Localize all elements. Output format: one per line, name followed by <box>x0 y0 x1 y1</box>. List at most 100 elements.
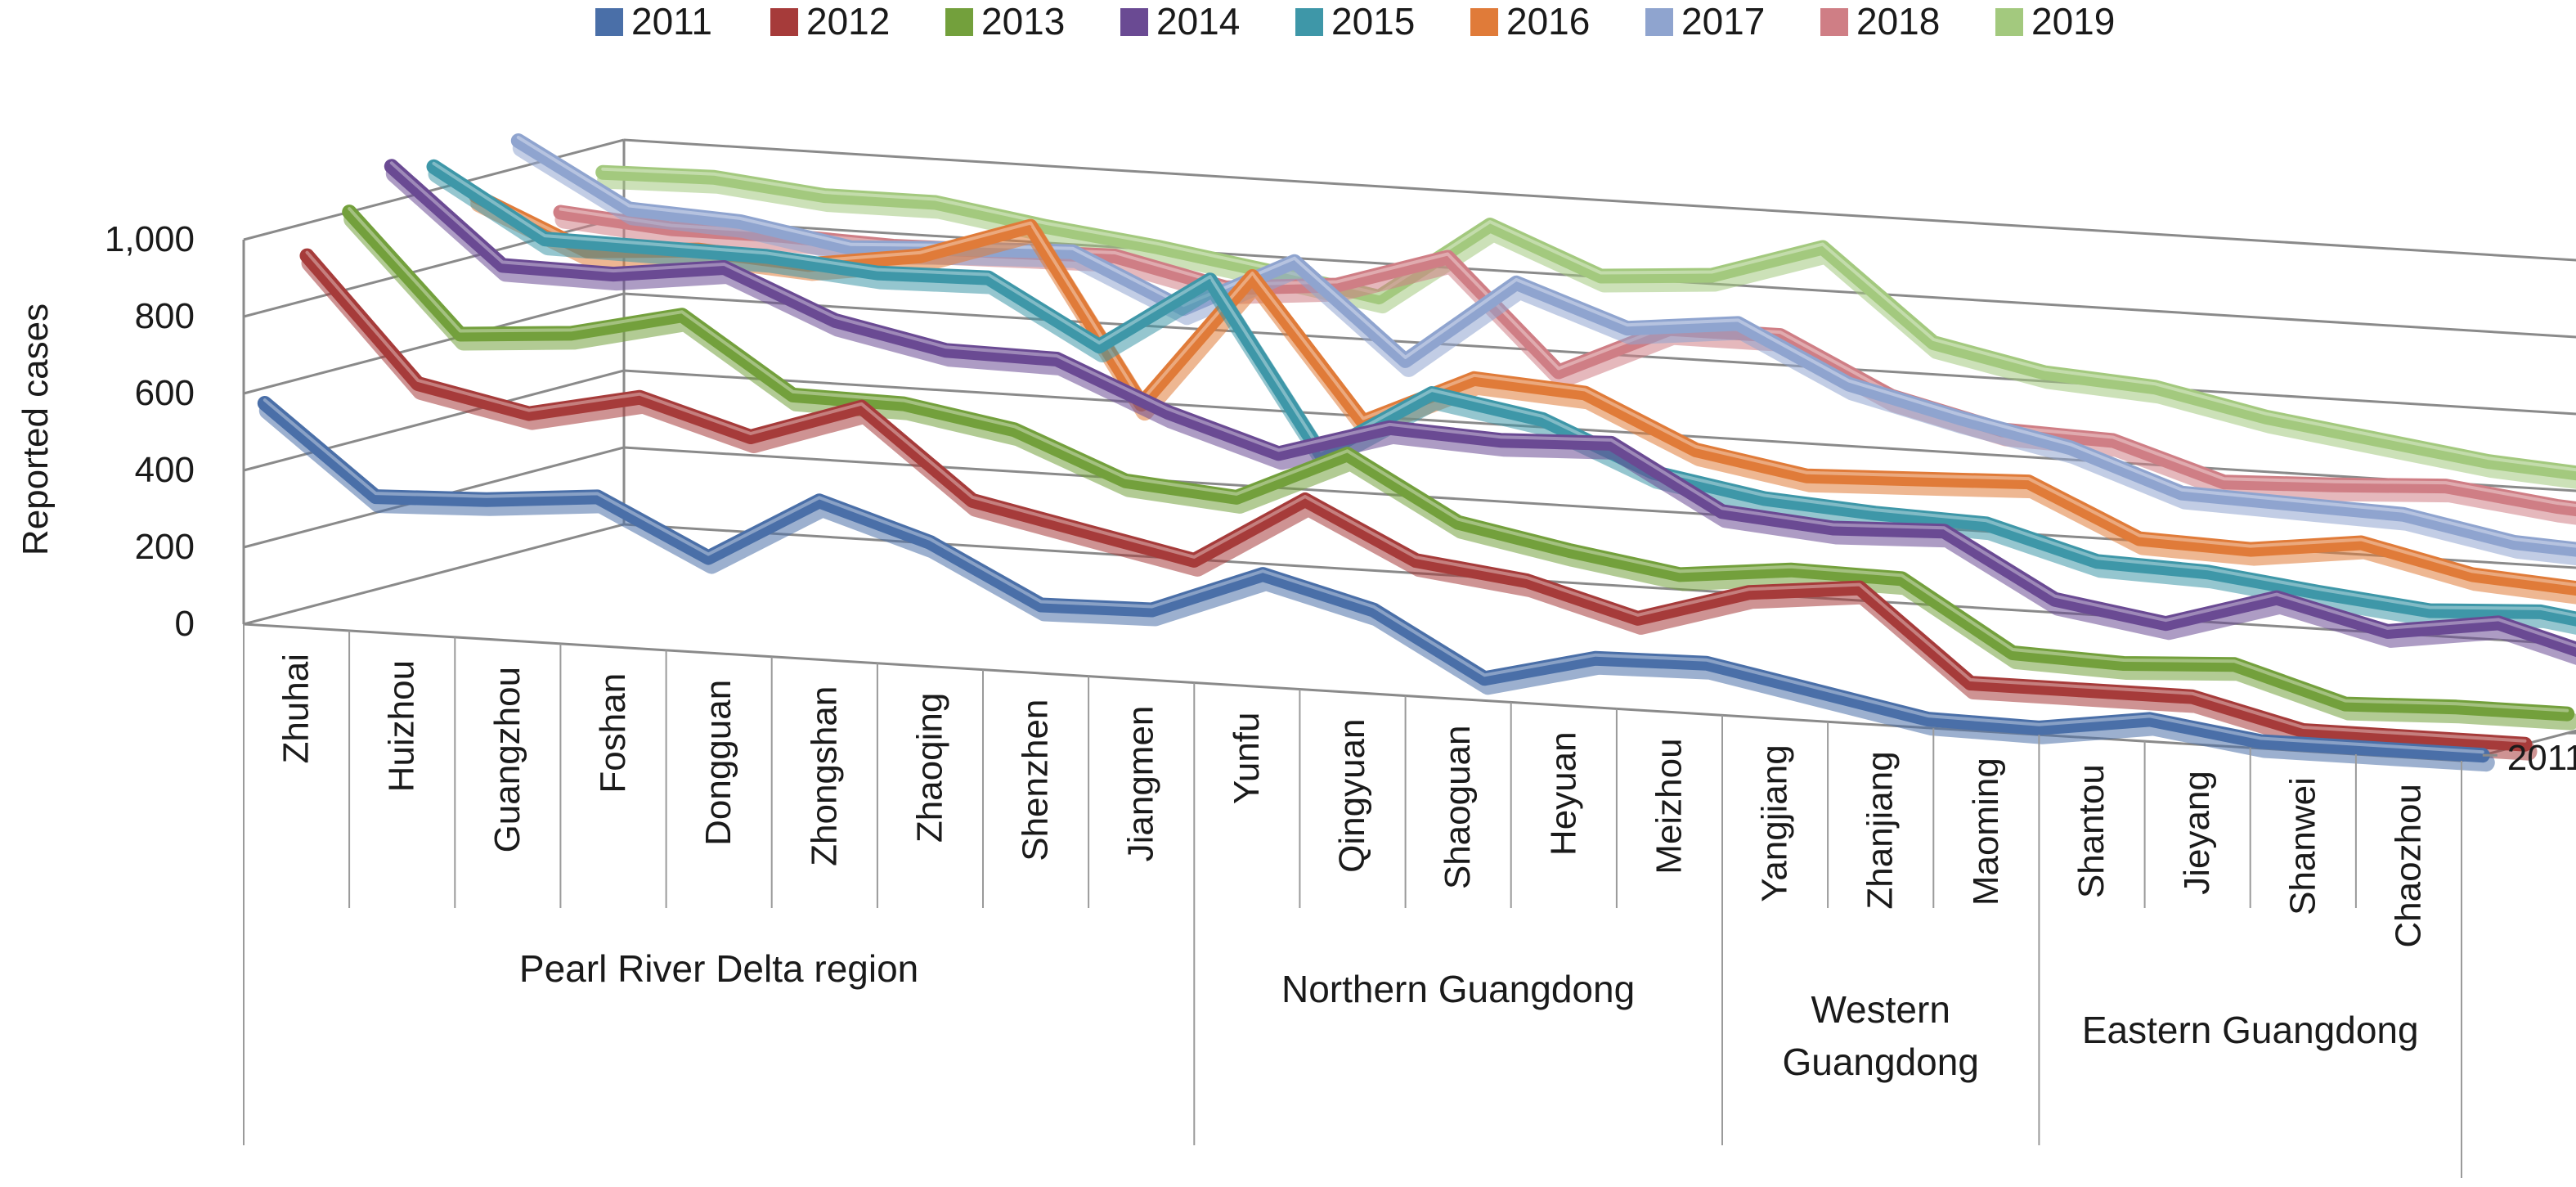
y-tick-label: 0 <box>175 604 195 644</box>
data-point <box>834 320 836 321</box>
data-point <box>1917 479 1919 480</box>
data-point <box>935 202 936 204</box>
data-point <box>307 255 308 257</box>
data-point <box>391 165 393 167</box>
data-point <box>2038 727 2040 729</box>
data-point <box>2376 438 2378 440</box>
data-point <box>988 277 990 279</box>
data-point <box>1209 279 1211 281</box>
data-point <box>1167 411 1169 413</box>
data-point <box>1278 452 1280 454</box>
category-label: Guangzhou <box>487 667 527 853</box>
data-point <box>1748 591 1749 593</box>
data-point <box>861 407 863 408</box>
legend-swatch <box>1295 8 1323 36</box>
legend-label: 2012 <box>806 0 890 43</box>
data-point <box>1679 573 1681 575</box>
data-point <box>2250 549 2251 551</box>
data-point <box>2566 713 2568 715</box>
data-point <box>2487 461 2488 462</box>
data-point <box>1764 498 1766 500</box>
data-point <box>2054 599 2056 600</box>
category-label: Shaoguan <box>1438 726 1478 890</box>
category-label: Foshan <box>593 673 633 794</box>
legend-item-2018: 2018 <box>1820 0 1940 43</box>
legend-swatch <box>1645 8 1673 36</box>
data-point <box>1236 497 1237 498</box>
y-tick-label: 1,000 <box>105 219 195 259</box>
legend-label: 2018 <box>1856 0 1940 43</box>
legend-label: 2015 <box>1331 0 1415 43</box>
category-label: Zhuhai <box>276 654 316 764</box>
data-point <box>1779 335 1781 336</box>
data-point <box>724 267 725 268</box>
data-point <box>1040 605 1042 606</box>
data-point <box>2028 481 2030 483</box>
data-point <box>1457 522 1459 524</box>
data-point <box>2371 748 2372 749</box>
data-point <box>1378 296 1380 298</box>
data-point <box>1030 226 1031 227</box>
legend-label: 2017 <box>1681 0 1765 43</box>
category-label: Dongguan <box>698 680 738 846</box>
category-label: Zhanjiang <box>1860 751 1901 909</box>
data-point <box>2497 622 2499 623</box>
y-tick-label: 200 <box>135 527 195 567</box>
data-point <box>1156 246 1158 248</box>
category-label: Qingyuan <box>1332 719 1372 873</box>
data-point <box>1193 560 1195 561</box>
data-point <box>1901 578 1903 579</box>
y-tick-label: 400 <box>135 450 195 490</box>
data-point <box>750 436 752 438</box>
legend-label: 2014 <box>1156 0 1240 43</box>
data-point <box>1294 261 1295 263</box>
data-point <box>2192 696 2193 698</box>
data-point <box>1347 453 1349 455</box>
data-point <box>877 272 878 274</box>
legend-swatch <box>595 8 623 36</box>
data-point <box>1014 429 1016 430</box>
data-point <box>792 394 794 396</box>
data-point <box>1833 528 1834 529</box>
gridline-left <box>244 524 624 624</box>
data-point <box>1083 529 1084 531</box>
data-point <box>597 496 599 497</box>
category-label: Jiangmen <box>1121 706 1161 862</box>
data-point <box>819 500 820 501</box>
data-point <box>1637 618 1639 619</box>
data-point <box>1373 609 1375 611</box>
data-point <box>602 172 604 173</box>
data-point <box>1046 226 1048 227</box>
data-point <box>2123 663 2125 664</box>
data-point <box>2514 542 2515 543</box>
data-point <box>1251 276 1253 277</box>
data-point <box>739 221 741 223</box>
data-point <box>1416 560 1417 561</box>
category-label: Zhaoqing <box>909 693 949 843</box>
legend-item-2016: 2016 <box>1470 0 1590 43</box>
data-point <box>264 402 266 404</box>
data-point <box>417 383 419 384</box>
data-point <box>707 557 709 559</box>
data-point <box>2260 741 2262 743</box>
data-point <box>1600 276 1602 277</box>
data-point <box>2471 573 2473 575</box>
legend-label: 2019 <box>2031 0 2115 43</box>
category-label: Heyuan <box>1543 731 1583 856</box>
data-point <box>628 209 630 210</box>
data-point <box>2155 386 2156 388</box>
data-point <box>2181 492 2183 494</box>
data-point <box>1932 342 1934 344</box>
legend-swatch <box>1995 8 2023 36</box>
legend-item-2019: 2019 <box>1995 0 2115 43</box>
category-label: Huizhou <box>382 660 422 792</box>
data-point <box>1790 569 1792 571</box>
data-point <box>2070 447 2071 448</box>
data-point <box>2302 730 2304 731</box>
data-point <box>2334 484 2336 486</box>
data-point <box>1584 393 1586 394</box>
data-point <box>1542 419 1544 420</box>
data-point <box>2413 736 2415 738</box>
data-point <box>1489 224 1491 226</box>
